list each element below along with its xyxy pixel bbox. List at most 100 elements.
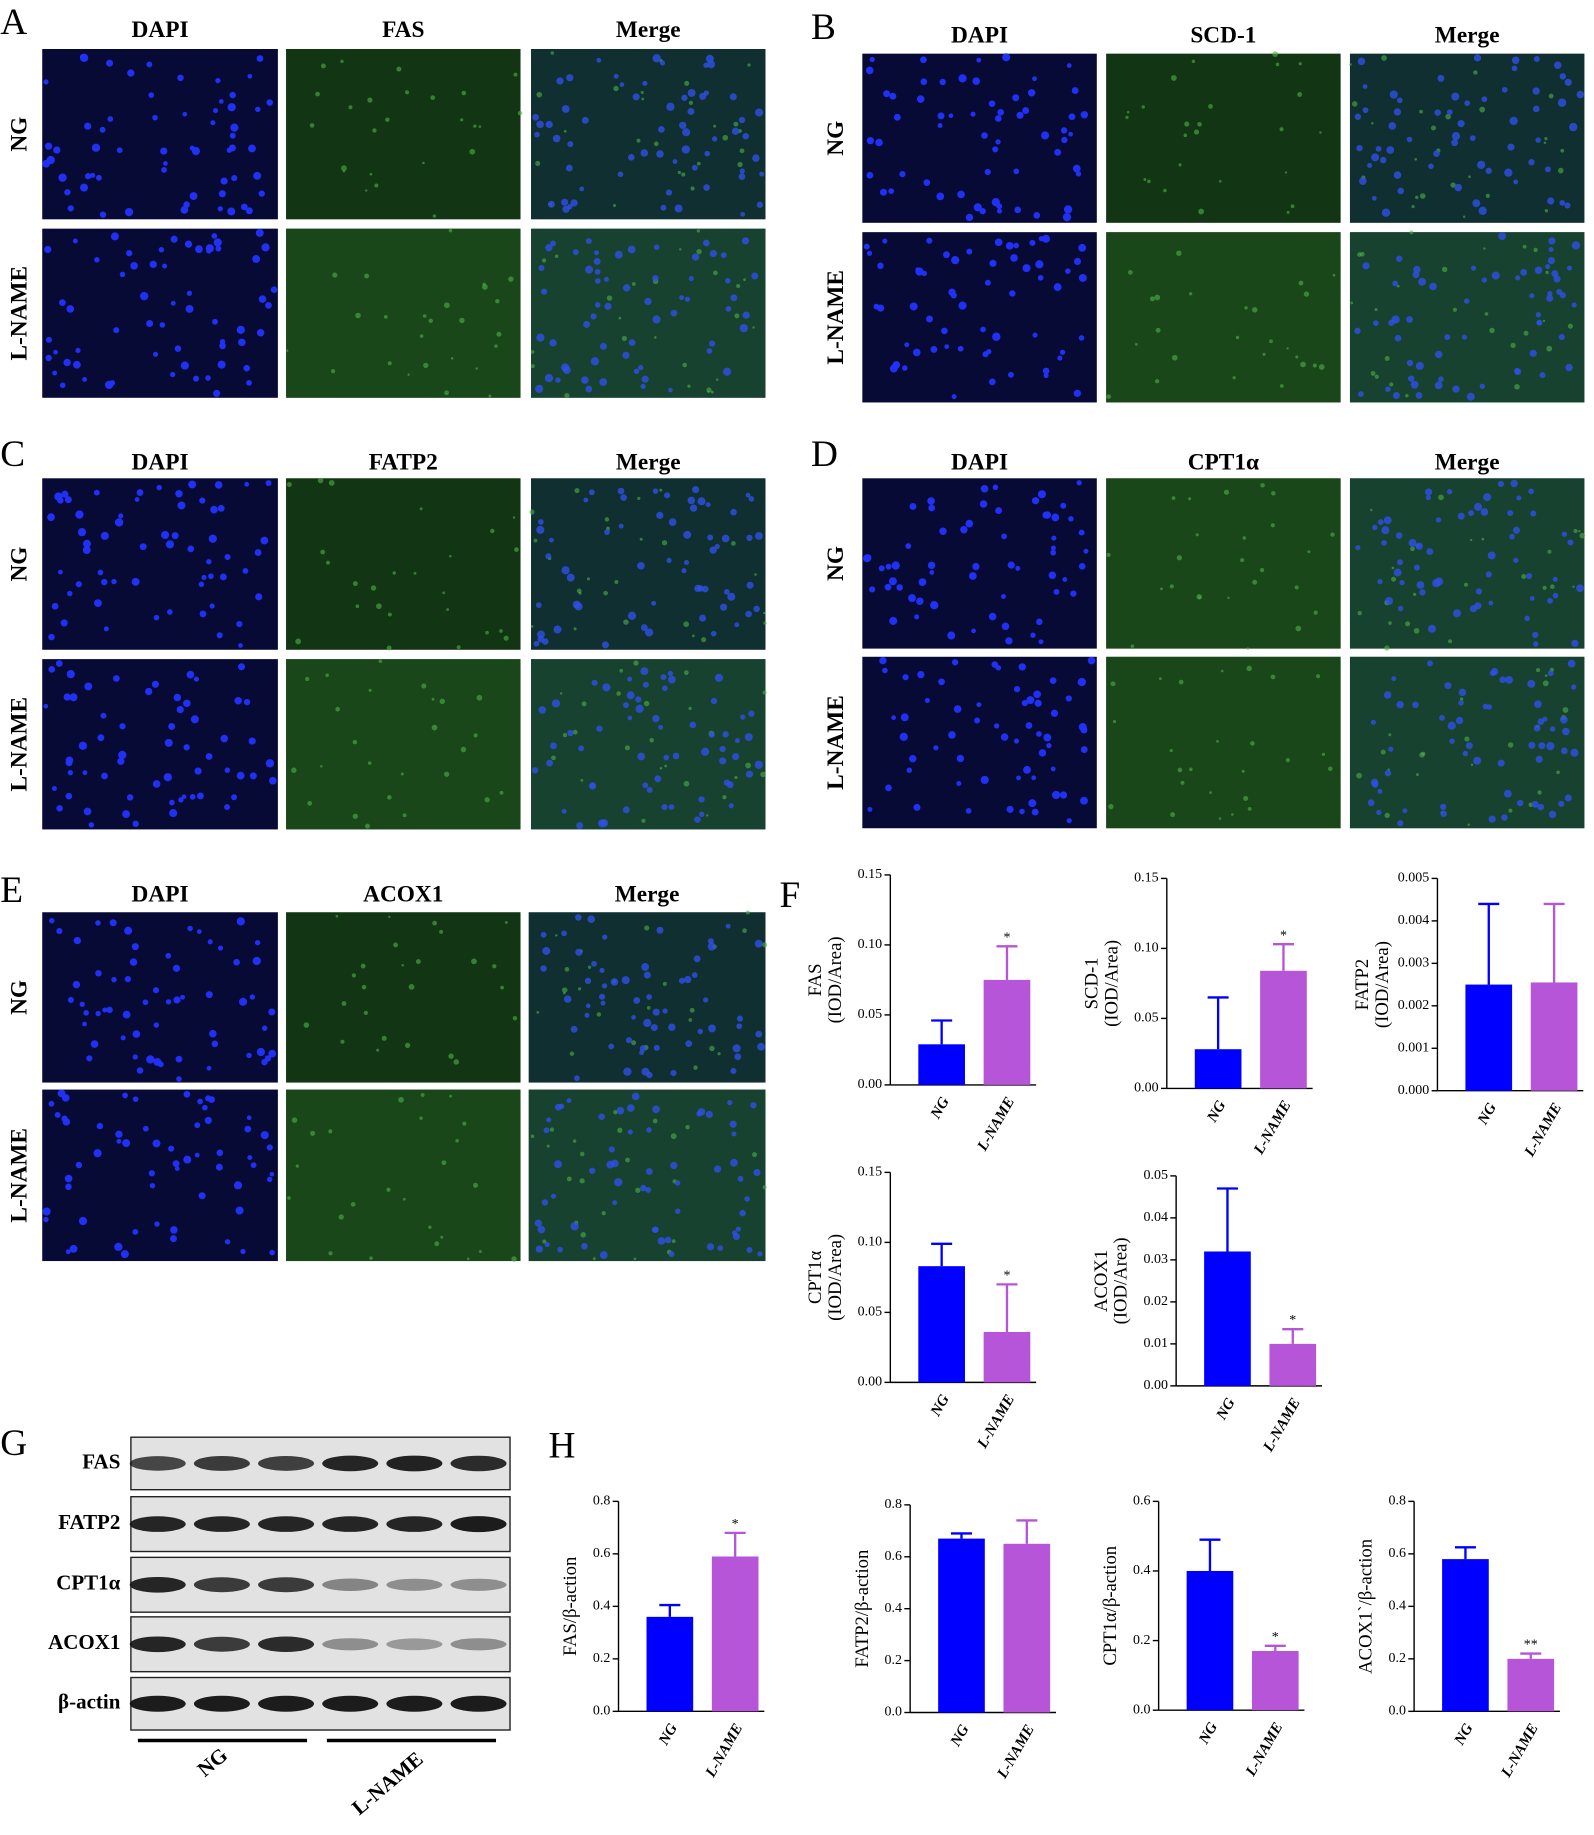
green-signal <box>1349 478 1585 649</box>
green-speck <box>687 384 691 388</box>
green-speck <box>310 1130 316 1136</box>
nucleus <box>1559 292 1566 299</box>
green-speck <box>1163 188 1167 193</box>
nucleus <box>960 526 968 534</box>
green-speck <box>717 1052 721 1056</box>
green-speck <box>535 160 541 167</box>
green-speck <box>603 590 608 596</box>
nucleus <box>1538 742 1546 750</box>
green-speck <box>1246 647 1250 650</box>
green-signal <box>286 659 521 830</box>
nucleus <box>631 1014 636 1020</box>
nucleus <box>916 597 924 605</box>
green-speck <box>683 780 690 787</box>
nucleus <box>549 537 554 543</box>
nucleus <box>1078 335 1085 341</box>
nucleus <box>1444 334 1451 341</box>
bar <box>938 1538 985 1713</box>
green-speck <box>688 706 692 711</box>
nucleus <box>988 100 996 107</box>
nucleus <box>1367 799 1375 807</box>
nucleus <box>1073 257 1082 265</box>
nucleus <box>1534 700 1542 709</box>
green-speck <box>350 1202 356 1207</box>
nucleus <box>270 286 278 294</box>
green-speck <box>1231 813 1234 816</box>
nucleus <box>75 581 82 588</box>
green-speck <box>1198 596 1202 599</box>
nucleus <box>109 919 117 927</box>
nucleus <box>1050 766 1056 772</box>
y-tick-label: 0.2 <box>885 1653 902 1668</box>
micrograph <box>286 659 521 830</box>
nucleus <box>584 1012 590 1018</box>
nucleus <box>260 1131 269 1140</box>
nucleus <box>1385 596 1394 605</box>
nucleus <box>1429 282 1437 291</box>
nucleus <box>148 92 155 98</box>
green-speck <box>671 1239 676 1244</box>
nucleus <box>933 745 939 751</box>
blot-band <box>258 1695 315 1712</box>
green-speck <box>1220 669 1224 673</box>
nucleus <box>213 238 222 247</box>
nucleus <box>1002 53 1011 62</box>
micrograph-bg <box>42 48 278 220</box>
nucleus <box>1562 727 1570 736</box>
nucleus <box>757 1251 763 1257</box>
green-speck <box>1550 584 1555 590</box>
y-tick-label: 0.8 <box>885 1497 902 1512</box>
micrograph <box>286 228 521 398</box>
nucleus <box>558 1103 565 1110</box>
nucleus <box>1372 320 1379 326</box>
bar <box>918 1044 965 1085</box>
green-speck <box>1544 136 1548 141</box>
nucleus <box>75 347 81 354</box>
green-speck <box>444 771 450 777</box>
nucleus <box>1464 100 1471 107</box>
nucleus <box>1080 746 1088 753</box>
nucleus <box>211 1040 219 1048</box>
green-speck <box>1567 323 1573 329</box>
panel-letter: B <box>811 7 836 48</box>
nucleus <box>1485 571 1492 578</box>
green-speck <box>1209 791 1212 794</box>
y-axis-label: FAS/β-action <box>560 1556 581 1656</box>
nucleus <box>583 320 591 328</box>
nucleus <box>1049 677 1057 684</box>
green-speck <box>1183 133 1188 138</box>
nucleus <box>742 311 750 319</box>
micrograph <box>1106 51 1341 223</box>
green-speck <box>1271 491 1276 496</box>
y-tick-label: 0.001 <box>1398 1040 1429 1055</box>
nucleus <box>594 250 599 256</box>
nucleus <box>917 670 925 679</box>
nucleus <box>1073 389 1082 398</box>
nucleus <box>965 213 974 222</box>
nucleus <box>627 245 636 254</box>
green-speck <box>1158 677 1162 681</box>
significance: ** <box>1524 1638 1538 1653</box>
nucleus <box>53 146 61 154</box>
nucleus <box>215 1163 223 1171</box>
y-tick-label: 0.4 <box>1133 1563 1150 1578</box>
green-speck <box>408 983 415 990</box>
nucleus <box>938 678 945 686</box>
green-speck <box>1523 330 1529 336</box>
nucleus <box>93 489 100 496</box>
nucleus <box>1434 350 1443 359</box>
y-tick-label: 0.0 <box>885 1705 902 1720</box>
green-speck <box>1297 92 1303 97</box>
nucleus <box>950 292 957 299</box>
nucleus <box>189 794 196 800</box>
green-signal <box>286 912 521 1083</box>
nucleus <box>124 207 134 217</box>
green-speck <box>1307 550 1311 554</box>
green-signal <box>1106 53 1341 223</box>
nucleus <box>583 497 589 503</box>
nucleus <box>250 1162 257 1169</box>
nucleus <box>65 1183 72 1191</box>
nucleus <box>1377 519 1384 526</box>
green-speck <box>420 1092 425 1097</box>
green-speck <box>449 554 452 558</box>
